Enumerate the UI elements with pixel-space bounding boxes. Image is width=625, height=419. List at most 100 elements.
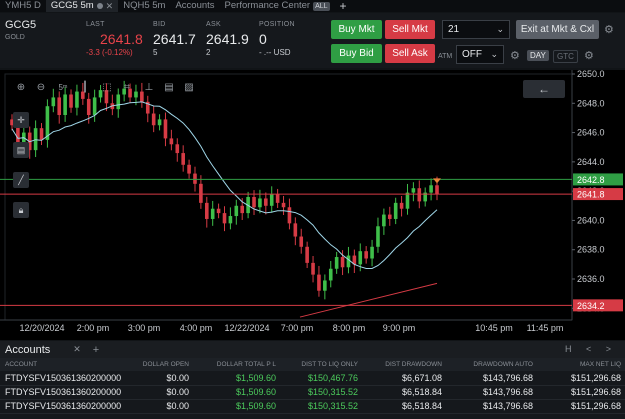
candle-body — [204, 202, 209, 219]
drawing-tools-icon[interactable]: ⌗ — [124, 82, 130, 93]
atm-label: ATM — [438, 53, 453, 60]
table-row[interactable]: FTDYSFV150361360200000 $0.00 $1,509.60 $… — [0, 399, 625, 414]
chart-canvas[interactable]: 2650.02648.02646.02644.02642.02640.02638… — [0, 70, 625, 340]
candle-body — [187, 164, 191, 174]
tab-performance-center[interactable]: Performance Center ALL — [220, 0, 335, 12]
buy-market-button[interactable]: Buy Mkt — [331, 20, 382, 39]
back-arrow-button[interactable]: ← — [523, 80, 565, 98]
tab-label: Accounts — [175, 0, 215, 11]
candle-body — [417, 188, 422, 202]
bid-size: 5 — [153, 48, 158, 57]
all-badge[interactable]: ALL — [313, 1, 330, 11]
candle-body — [51, 97, 56, 107]
quantity-value: 21 — [448, 24, 460, 35]
bar-type-icon[interactable]: ┃ — [81, 82, 89, 93]
zoom-out-icon[interactable]: ⊖ — [36, 82, 46, 93]
candle-body — [370, 246, 374, 259]
candle-body — [334, 257, 339, 269]
candle-body — [317, 274, 321, 291]
candle-body — [216, 208, 221, 214]
add-tab-button[interactable]: + — [339, 0, 347, 13]
accounts-header: Accounts ✕ + H < > — [0, 341, 625, 358]
zoom-in-icon[interactable]: ⊕ — [16, 82, 26, 93]
interval-icon[interactable]: 5ᵐ — [58, 83, 68, 92]
atm-select[interactable]: OFF ⌄ — [456, 45, 504, 64]
price-chart[interactable]: 2650.02648.02646.02644.02642.02640.02638… — [0, 70, 625, 340]
layout-icon[interactable]: ▨ — [184, 82, 194, 93]
day-toggle[interactable]: DAY — [527, 50, 549, 61]
candle-body — [175, 144, 180, 154]
last-change: -3.3 (-0.12%) — [86, 48, 133, 57]
add-panel-button[interactable]: + — [92, 343, 100, 356]
dist-drawdown: $6,518.84 — [362, 399, 446, 414]
candle-body — [98, 90, 103, 98]
candle-body — [16, 125, 20, 145]
dist-to-liq: $150,467.76 — [280, 371, 362, 386]
close-icon[interactable]: ✕ — [73, 344, 81, 354]
candle-body — [151, 113, 156, 126]
ask-price: 2641.9 — [206, 31, 249, 47]
gear-icon[interactable]: ⚙ — [510, 50, 520, 62]
col-dist-drawdown[interactable]: DIST DRAWDOWN — [362, 358, 446, 371]
candle-body — [352, 255, 357, 265]
candle-body — [399, 202, 404, 209]
candle-body — [411, 188, 416, 193]
exit-at-market-button[interactable]: Exit at Mkt & Cxl — [516, 20, 599, 39]
ask-label: ASK — [206, 21, 221, 28]
time-tick-label: 11:45 pm — [527, 323, 564, 333]
sell-ask-button[interactable]: Sell Ask — [385, 44, 435, 63]
tab-gcg5[interactable]: GCG5 5m ✕ — [45, 0, 119, 12]
candle-body — [328, 268, 333, 281]
max-net-liq: $151,296.68 — [537, 371, 625, 386]
candle-body — [145, 101, 150, 114]
tab-accounts[interactable]: Accounts — [170, 0, 219, 12]
candle-body — [429, 185, 433, 193]
gear-icon[interactable]: ⚙ — [604, 24, 614, 36]
position-label: POSITION — [259, 21, 295, 28]
price-tick-label: 2644.0 — [577, 157, 605, 167]
buy-bid-button[interactable]: Buy Bid — [331, 44, 382, 63]
candle-body — [193, 173, 197, 184]
candle-body — [134, 91, 138, 98]
gear-icon[interactable]: ⚙ — [584, 50, 594, 62]
col-drawdown-auto[interactable]: DRAWDOWN AUTO — [446, 358, 537, 371]
crosshair-icon[interactable]: ✛ — [13, 112, 29, 128]
sell-market-button[interactable]: Sell Mkt — [385, 20, 435, 39]
candle-body — [376, 226, 380, 247]
order-marker — [433, 178, 441, 184]
candle-body — [358, 251, 363, 265]
candle-body — [22, 132, 26, 145]
quantity-select[interactable]: 21 ⌄ — [442, 20, 510, 39]
candle-body — [311, 262, 315, 275]
tab-nqh5[interactable]: NQH5 5m — [118, 0, 170, 12]
candle-body — [275, 194, 280, 203]
close-icon[interactable]: ✕ — [105, 1, 114, 11]
candle-body — [122, 88, 126, 95]
gtc-toggle[interactable]: GTC — [553, 50, 578, 63]
symbol-description: GOLD — [5, 34, 25, 41]
col-dollar-total-pl[interactable]: DOLLAR TOTAL P L — [193, 358, 280, 371]
accounts-table: ACCOUNT DOLLAR OPEN DOLLAR TOTAL P L DIS… — [0, 358, 625, 414]
dollar-open: $0.00 — [135, 399, 193, 414]
table-header-row: ACCOUNT DOLLAR OPEN DOLLAR TOTAL P L DIS… — [0, 358, 625, 371]
tab-ymh5[interactable]: YMH5 D — [0, 0, 46, 12]
tab-bar: YMH5 D GCG5 5m ✕ NQH5 5m Accounts Perform… — [0, 0, 625, 12]
crosshair-select-icon[interactable]: ⬚ — [102, 82, 112, 93]
symbol: GCG5 — [5, 19, 37, 31]
time-tick-label: 2:00 pm — [77, 323, 110, 333]
panel-controls[interactable]: H < > — [564, 344, 617, 354]
studies-icon[interactable]: ⊥ — [144, 82, 154, 93]
col-dist-to-liq[interactable]: DIST TO LIQ ONLY — [280, 358, 362, 371]
lock-icon[interactable]: 🔒︎ — [13, 202, 29, 218]
line-tool-icon[interactable]: ╱ — [13, 172, 29, 188]
templates-icon[interactable]: ▤ — [164, 82, 174, 93]
table-row[interactable]: FTDYSFV150361360200000 $0.00 $1,509.60 $… — [0, 371, 625, 386]
tab-label: NQH5 5m — [123, 0, 166, 11]
table-row[interactable]: FTDYSFV150361360200000 $0.00 $1,509.60 $… — [0, 385, 625, 400]
last-price: 2641.8 — [100, 31, 143, 47]
candle-body — [364, 251, 368, 259]
col-dollar-open[interactable]: DOLLAR OPEN — [135, 358, 193, 371]
note-icon[interactable]: ▤ — [13, 142, 29, 158]
col-account[interactable]: ACCOUNT — [0, 358, 135, 371]
col-max-net-liq[interactable]: MAX NET LIQ — [537, 358, 625, 371]
